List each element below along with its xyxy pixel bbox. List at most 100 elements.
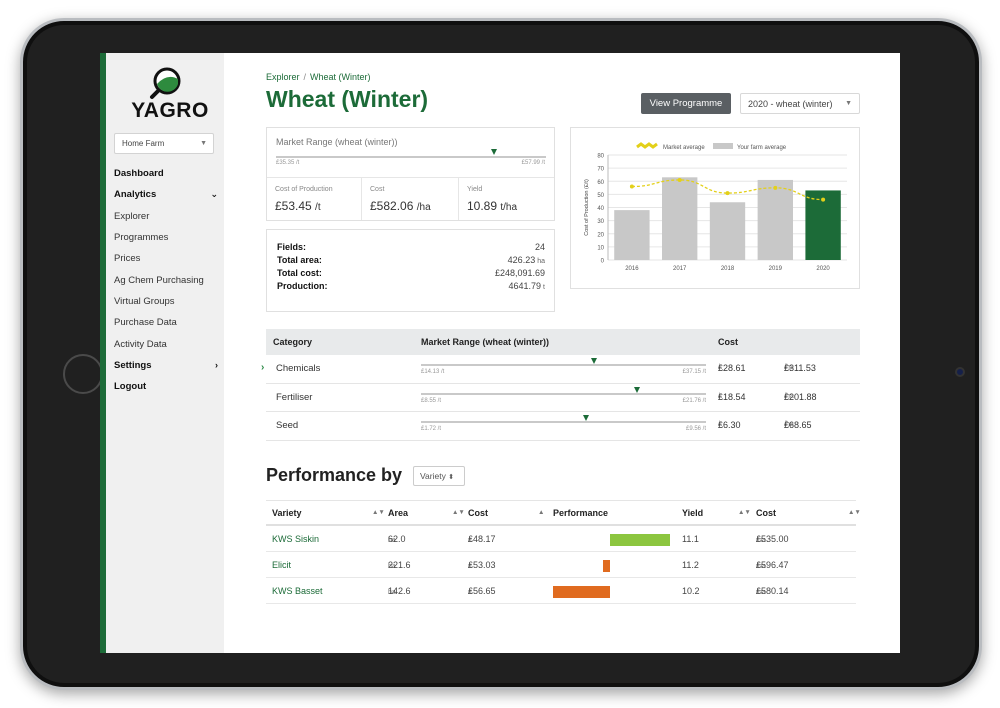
sidebar-item-programmes[interactable]: Programmes xyxy=(114,227,218,248)
market-average-point xyxy=(629,184,634,189)
cost-ha-cell: £535.00 /ha xyxy=(756,526,789,554)
category-name: Seed xyxy=(276,420,299,431)
category-range-max: £37.15 /t xyxy=(682,369,706,375)
sidebar-item-ag-chem-purchasing[interactable]: Ag Chem Purchasing xyxy=(114,269,218,290)
col-variety[interactable]: Variety xyxy=(272,508,302,518)
y-tick-label: 80 xyxy=(597,154,604,160)
category-table: Category Market Range (wheat (winter)) C… xyxy=(261,329,860,441)
category-range-bar xyxy=(421,392,706,395)
col-cost-ha[interactable]: Cost xyxy=(756,508,776,518)
cost-ha-unit: /ha xyxy=(784,364,794,371)
metric-yield: Yield 10.89 t/ha xyxy=(459,178,554,220)
sidebar-item-activity-data[interactable]: Activity Data xyxy=(114,333,218,354)
metric-label: Cost of Production xyxy=(275,186,333,193)
production-value: 4641.79 t xyxy=(509,281,546,291)
market-range-min: £35.35 /t xyxy=(276,160,300,166)
sort-icon[interactable]: ▲▼ xyxy=(452,509,465,516)
sidebar-item-explorer[interactable]: Explorer xyxy=(114,206,218,227)
col-performance[interactable]: Performance xyxy=(553,508,609,518)
area-cell: 62.0 ha xyxy=(388,526,406,554)
market-range-marker xyxy=(491,149,498,155)
view-programme-button[interactable]: View Programme xyxy=(641,93,731,114)
cost-t-unit: /t xyxy=(718,392,722,400)
sidebar-item-prices[interactable]: Prices xyxy=(114,248,218,269)
cost-ha-unit: /ha xyxy=(756,589,766,596)
sidebar-item-label: Analytics xyxy=(114,189,157,201)
category-row-fertiliser[interactable]: Fertiliser £8.55 /t £21.76 /t £18.54 /t £201… xyxy=(266,384,860,412)
programme-select[interactable]: 2020 - wheat (winter) ▼ xyxy=(740,93,860,114)
sidebar: YAGRO Home Farm ▼ Dashboard Analytics ⌄ Exp… xyxy=(100,53,224,653)
app-screen: YAGRO Home Farm ▼ Dashboard Analytics ⌄ Exp… xyxy=(100,53,900,653)
category-row-seed[interactable]: Seed £1.72 /t £9.56 /t £6.30 /t £68.65 /ha xyxy=(266,412,860,441)
cost-value: £53.03 xyxy=(468,560,496,570)
sidebar-item-purchase-data[interactable]: Purchase Data xyxy=(114,312,218,333)
cost-value: £582.06 xyxy=(370,199,414,213)
legend-swatch-market-average xyxy=(636,142,658,149)
metric-label: Cost xyxy=(370,186,385,193)
farm-select-value: Home Farm xyxy=(122,139,165,148)
variety-link[interactable]: KWS Basset xyxy=(272,586,323,596)
cost-value: £56.65 xyxy=(468,586,496,596)
sort-asc-icon[interactable]: ▲ xyxy=(538,509,545,516)
market-range-card: Market Range (wheat (winter)) £35.35 /t … xyxy=(266,127,555,221)
sidebar-item-virtual-groups[interactable]: Virtual Groups xyxy=(114,291,218,312)
y-tick-label: 30 xyxy=(597,219,604,225)
performance-bar xyxy=(602,560,610,572)
col-yield[interactable]: Yield xyxy=(682,508,704,518)
cost-ha-value: £580.14 xyxy=(756,586,789,596)
performance-bar xyxy=(553,586,610,598)
category-rows: › Chemicals £14.13 /t £37.15 /t £28.61 /t £31… xyxy=(261,355,860,441)
performance-select-value: Variety xyxy=(420,471,446,481)
yagro-logo[interactable]: YAGRO xyxy=(130,65,210,122)
bar-2019 xyxy=(757,179,793,260)
production-unit: t xyxy=(543,284,545,291)
market-average-point xyxy=(821,197,826,202)
x-tick-label: 2017 xyxy=(673,266,687,272)
sidebar-item-settings[interactable]: Settings › xyxy=(114,355,218,376)
fields-label: Fields: xyxy=(277,242,307,252)
cost-ha-unit: /ha xyxy=(784,392,794,400)
sidebar-item-label: Prices xyxy=(114,253,141,265)
col-cost[interactable]: Cost xyxy=(468,508,488,518)
y-tick-label: 50 xyxy=(597,193,604,199)
yield-cell: 11.1 xyxy=(682,534,699,544)
sort-icon[interactable]: ▲▼ xyxy=(848,509,861,516)
sidebar-item-label: Settings xyxy=(114,359,152,371)
sidebar-item-dashboard[interactable]: Dashboard xyxy=(114,163,218,184)
sidebar-item-logout[interactable]: Logout xyxy=(114,376,218,397)
performance-by-select[interactable]: Variety ⬍ xyxy=(413,466,465,486)
sidebar-item-analytics[interactable]: Analytics ⌄ xyxy=(114,184,218,205)
variety-link[interactable]: Elicit xyxy=(272,560,292,570)
sort-icon[interactable]: ▲▼ xyxy=(372,509,385,516)
breadcrumb-explorer[interactable]: Explorer xyxy=(266,72,300,82)
metric-cost-of-production: Cost of Production £53.45 /t xyxy=(267,178,362,220)
page-title: Wheat (Winter) xyxy=(266,86,429,112)
expand-arrow-icon[interactable]: › xyxy=(261,362,265,373)
sort-icon[interactable]: ▲▼ xyxy=(738,509,751,516)
category-range-max: £9.56 /t xyxy=(685,426,706,432)
category-range-min: £8.55 /t xyxy=(421,397,442,404)
table-row[interactable]: KWS Basset 142.6 ha £56.65 /t 10.2 £580.14 /… xyxy=(266,578,856,604)
sidebar-item-label: Activity Data xyxy=(114,338,167,350)
performance-title: Performance by xyxy=(266,465,403,485)
farm-select[interactable]: Home Farm ▼ xyxy=(114,133,214,154)
sidebar-item-label: Purchase Data xyxy=(114,317,177,329)
category-row-chemicals[interactable]: › Chemicals £14.13 /t £37.15 /t £28.61 /t £31… xyxy=(261,355,860,384)
breadcrumb-current[interactable]: Wheat (Winter) xyxy=(310,72,371,82)
col-area[interactable]: Area xyxy=(388,508,409,518)
sort-arrows-icon: ⬍ xyxy=(448,474,455,481)
table-row[interactable]: KWS Siskin 62.0 ha £48.17 /t 11.1 £535.00 /h… xyxy=(266,526,856,552)
area-unit: ha xyxy=(388,537,396,544)
table-row[interactable]: Elicit 221.6 ha £53.03 /t 11.2 £596.47 /ha xyxy=(266,552,856,578)
legend-label-farm-average: Your farm average xyxy=(737,145,787,151)
y-tick-label: 70 xyxy=(597,167,604,173)
cost-t-value: £18.54 xyxy=(718,391,746,402)
variety-link[interactable]: KWS Siskin xyxy=(272,534,320,544)
metric-cost: Cost £582.06 /ha xyxy=(362,178,459,220)
cost-ha-value: £535.00 xyxy=(756,534,789,544)
cost-t-unit: /t xyxy=(718,364,722,371)
area-cell: 142.6 ha xyxy=(388,578,411,606)
production-number: 4641.79 xyxy=(508,281,542,291)
sidebar-item-label: Logout xyxy=(114,381,147,393)
y-tick-label: 40 xyxy=(597,206,604,212)
